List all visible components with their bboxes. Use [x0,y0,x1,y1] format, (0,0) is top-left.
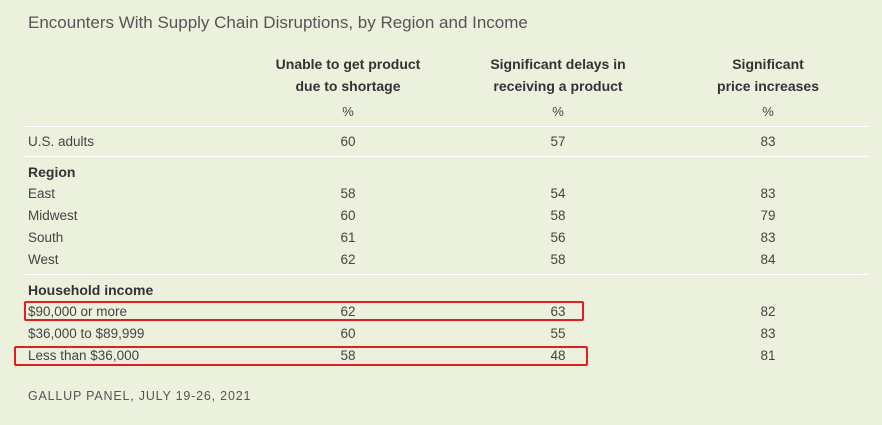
cell-shortage: 60 [340,134,356,149]
cell-delays: 63 [550,304,566,319]
table-row-income-mid: $36,000 to $89,999 60 55 83 [0,323,882,345]
cell-delays: 58 [550,252,566,267]
cell-shortage: 60 [340,208,356,223]
table-row-east: East 58 54 83 [0,183,882,205]
section-heading-income: Household income [28,282,154,298]
table-row-income-low: Less than $36,000 58 48 81 [0,345,882,367]
cell-delays: 57 [550,134,566,149]
table-row-midwest: Midwest 60 58 79 [0,205,882,227]
table-title: Encounters With Supply Chain Disruptions… [28,13,528,32]
row-label: East [28,186,56,201]
section-heading-region: Region [28,164,76,180]
cell-shortage: 58 [340,348,356,363]
column-header-line: receiving a product [493,78,623,94]
row-label: West [28,252,59,267]
cell-prices: 83 [760,230,776,245]
cell-shortage: 62 [340,304,356,319]
cell-shortage: 61 [340,230,356,245]
cell-delays: 58 [550,208,566,223]
column-header-line: Significant [732,56,804,72]
cell-prices: 79 [760,208,776,223]
divider [24,156,868,157]
table-row-us-adults: U.S. adults 60 57 83 [0,131,882,153]
cell-delays: 54 [550,186,566,201]
cell-delays: 48 [550,348,566,363]
column-unit: % [762,104,774,119]
column-header-line: price increases [717,78,819,94]
column-header-line: Unable to get product [275,56,421,72]
row-label: U.S. adults [28,134,95,149]
column-header-delays: Significant delays in receiving a produc… [458,53,658,97]
cell-prices: 83 [760,186,776,201]
cell-prices: 82 [760,304,776,319]
source-footer: GALLUP PANEL, JULY 19-26, 2021 [28,389,252,403]
cell-delays: 56 [550,230,566,245]
row-label: $90,000 or more [28,304,128,319]
row-label: Midwest [28,208,78,223]
row-label: Less than $36,000 [28,348,140,363]
cell-prices: 83 [760,134,776,149]
row-label: South [28,230,64,245]
table-row-west: West 62 58 84 [0,249,882,271]
cell-delays: 55 [550,326,566,341]
column-header-shortage: Unable to get product due to shortage [248,53,448,97]
cell-prices: 81 [760,348,776,363]
divider [24,126,868,127]
cell-shortage: 58 [340,186,356,201]
column-unit: % [552,104,564,119]
row-label: $36,000 to $89,999 [28,326,145,341]
table-row-south: South 61 56 83 [0,227,882,249]
column-header-line: Significant delays in [490,56,626,72]
cell-prices: 83 [760,326,776,341]
column-header-prices: Significant price increases [668,53,868,97]
table-row-income-high: $90,000 or more 62 63 82 [0,301,882,323]
column-unit: % [342,104,354,119]
divider [24,274,868,275]
cell-shortage: 62 [340,252,356,267]
cell-prices: 84 [760,252,776,267]
column-header-line: due to shortage [295,78,401,94]
cell-shortage: 60 [340,326,356,341]
